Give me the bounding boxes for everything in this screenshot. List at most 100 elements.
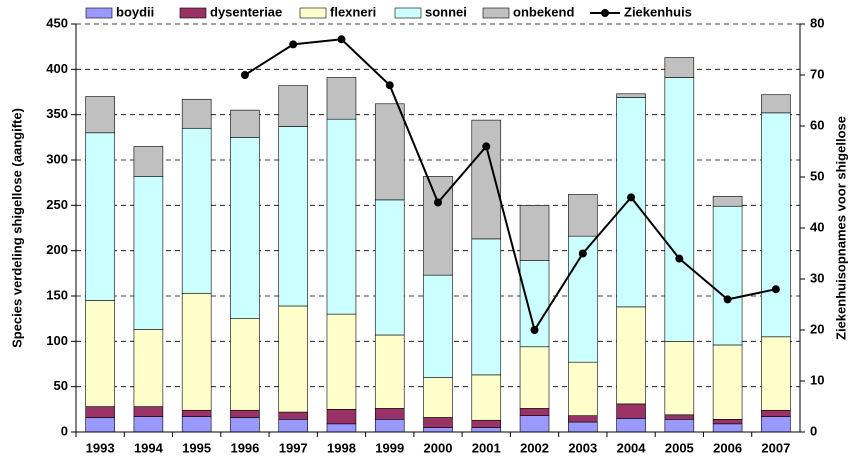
legend-label: flexneri [330,4,376,19]
bar-segment [133,329,164,407]
x-tick-label: 1993 [86,440,115,455]
y-tick-label: 350 [46,106,68,121]
x-tick-label: 2007 [761,440,790,455]
legend-swatch [299,7,327,19]
legend-swatch [85,7,113,19]
bar-segment [568,421,598,433]
bar-segment [616,306,646,405]
legend-box [80,4,798,22]
line-marker [482,142,491,151]
y-tick-label: 300 [46,151,68,166]
bar-segment [278,85,308,127]
bar-segment [616,403,646,419]
bar-segment [761,94,791,114]
bar-segment [326,423,357,433]
bar-segment [278,419,308,433]
bar-segment [181,409,212,417]
bar-segment [664,419,695,433]
bar-segment [181,127,212,294]
bar-segment [423,377,453,418]
x-tick-label: 2006 [713,440,742,455]
line-marker [627,193,636,202]
bar-segment [230,109,260,138]
y2-tick-label: 10 [810,372,824,387]
x-tick-label: 1995 [182,440,211,455]
bar-segment [230,137,260,319]
line-marker [337,35,346,44]
bar-segment [761,336,791,411]
x-tick-label: 2000 [424,440,453,455]
y-tick-label: 50 [54,378,68,393]
bar-segment [616,97,646,308]
legend-label: boydii [116,4,154,19]
bar-segment [374,103,405,201]
y-tick-label: 200 [46,242,68,257]
y2-tick-label: 30 [810,270,824,285]
bar-segment [374,334,405,409]
bar-segment [326,409,357,425]
bar-segment [230,318,260,411]
line-marker [675,254,684,263]
bar-segment [278,411,308,420]
bar-segment [568,194,598,237]
line-marker [240,71,249,79]
y-axis-title: Species verdeling shigellose (aangifte) [9,108,24,348]
bar-segment [133,406,164,417]
legend-label: dysenteriae [210,4,282,19]
x-tick-label: 1994 [134,440,164,455]
x-tick-label: 2002 [520,440,549,455]
bar-segment [181,98,212,129]
bar-segment [712,423,743,433]
line [244,38,777,333]
legend-swatch [179,7,207,19]
bar-segment [230,409,260,418]
bar-segment [133,146,164,177]
bar-segment [85,417,115,433]
bar-segment [278,305,308,413]
bar-segment [85,406,115,418]
bar-segment [471,238,502,376]
bar-segment [519,205,550,261]
y-tick-label: 250 [46,197,68,212]
bar-segment [712,195,743,207]
bar-segment [664,414,695,420]
bar-segment [471,374,502,421]
line-marker [530,326,539,334]
bar-segment [133,416,164,433]
bar-segment [471,419,502,428]
line-marker [434,198,442,207]
legend-label: Ziekenhuis [624,4,692,19]
bar-segment [519,415,550,433]
y2-tick-label: 0 [810,423,817,438]
bar-segment [230,417,260,433]
line-marker [578,249,587,258]
x-tick-label: 1996 [230,440,259,455]
x-tick-label: 2001 [472,440,501,455]
bar-segment [85,300,115,407]
line-marker [385,81,394,90]
bar-segment [568,361,598,416]
y-tick-label: 0 [61,423,68,438]
bar-segment [761,416,791,433]
y-tick-label: 450 [46,15,68,30]
bar-segment [761,112,791,338]
bar-segment [712,205,743,346]
bar-segment [374,199,405,336]
bar-segment [664,57,695,78]
bar-segment [374,408,405,420]
y2-axis-title: Ziekenhuisopnames voor shigellose [833,116,848,340]
bar-segment [471,427,502,433]
bar-segment [616,93,646,98]
line-marker [771,285,780,294]
x-tick-label: 1999 [375,440,404,455]
y2-tick-label: 20 [810,321,824,336]
bar-segment [519,346,550,409]
line-marker [723,295,732,304]
bar-segment [471,119,502,240]
bar-segment [181,416,212,433]
bar-segment [712,419,743,425]
y2-tick-label: 70 [810,66,824,81]
bar-segment [423,427,453,433]
x-tick-label: 2004 [617,440,647,455]
